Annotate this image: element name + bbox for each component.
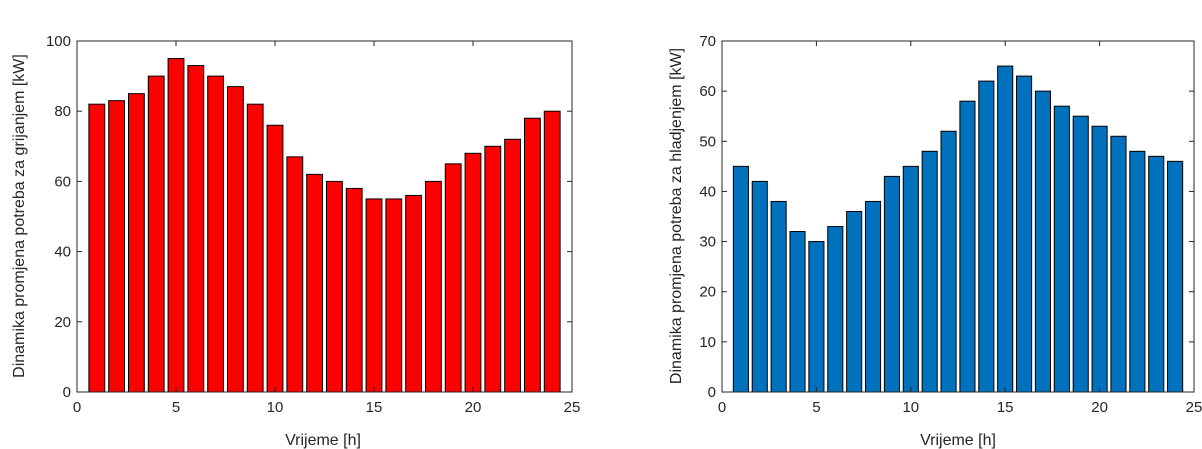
heating-bar-chart: 0 5 10 15 20 25 0 20 40 60 80 100 Vrijeme [h] Dinam… [11,33,580,449]
heating-x-tick-label: 20 [465,399,482,416]
heating-y-tick-label: 40 [54,244,71,261]
heating-y-tick-label: 100 [46,33,71,50]
cooling-bar-chart: 0 5 10 15 20 25 0 10 20 30 40 50 60 70 Vrijeme [h] Di… [668,33,1202,449]
heating-bar [306,173,324,393]
cooling-y-tick-label: 10 [699,334,716,351]
cooling-bar [1167,160,1184,393]
cooling-bar [921,150,938,393]
cooling-bar [1072,115,1089,393]
heating-bar [504,138,522,393]
cooling-bar [1016,75,1033,393]
heating-bar [127,93,145,393]
cooling-y-tick-label: 70 [699,33,716,50]
cooling-x-tick-label: 20 [1091,399,1108,416]
heating-bar [266,124,284,393]
cooling-bar [1091,125,1108,393]
heating-bar [424,180,442,393]
heating-bar [108,100,126,393]
heating-bar [345,187,363,393]
heating-y-tick-label: 20 [54,314,71,331]
cooling-bar [846,210,863,393]
heating-x-tick-label: 25 [564,399,581,416]
cooling-bar [864,200,882,393]
cooling-bar [1034,90,1052,393]
heating-bar [523,117,541,393]
heating-x-tick-label: 5 [172,399,180,416]
cooling-axes-box [721,40,1195,393]
cooling-bar [902,165,919,393]
cooling-y-tick-label: 0 [708,384,716,401]
cooling-y-tick-label: 60 [699,83,716,100]
heating-bar [286,156,304,393]
cooling-y-tick-label: 40 [699,183,716,200]
cooling-bar [959,100,976,393]
cooling-bar [808,241,825,393]
heating-bar [246,103,264,393]
heating-x-axis-label: Vrijeme [h] [285,432,361,449]
heating-x-tick-label: 10 [267,399,284,416]
cooling-bar [940,130,957,393]
cooling-bar [997,65,1014,393]
heating-bar [464,152,482,393]
cooling-bar [1110,135,1127,393]
heating-bar [226,86,244,393]
cooling-x-tick-label: 10 [902,399,919,416]
cooling-y-tick-label: 20 [699,284,716,301]
cooling-bar [1148,155,1165,393]
heating-bar [88,103,106,393]
heating-bar [167,58,185,393]
cooling-bar [883,175,900,393]
cooling-bar [770,200,787,393]
cooling-y-axis-label: Dinamika promjena potreba za hladjenjem … [668,48,685,384]
cooling-bar [1053,105,1070,393]
cooling-bar [732,165,749,393]
cooling-y-tick-label: 50 [699,133,716,150]
cooling-plot-area: 0 5 10 15 20 25 0 10 20 30 40 50 60 70 [699,33,1202,416]
heating-bar [365,198,383,393]
cooling-bar [751,180,768,393]
cooling-y-tick-label: 30 [699,234,716,251]
heating-bar [325,180,343,393]
cooling-x-tick-label: 25 [1186,399,1202,416]
cooling-bar [1129,150,1146,393]
heating-y-tick-label: 0 [63,384,71,401]
heating-bar [385,198,403,393]
heating-bar [147,75,165,393]
cooling-x-tick-label: 0 [718,399,726,416]
heating-bar [484,145,502,393]
cooling-bar [827,226,844,393]
cooling-x-tick-label: 5 [812,399,820,416]
heating-bar [543,110,561,393]
heating-bar [405,194,423,393]
heating-plot-area: 0 5 10 15 20 25 0 20 40 60 80 100 [46,33,580,416]
cooling-bar [789,231,806,393]
heating-y-tick-label: 60 [54,173,71,190]
heating-y-tick-label: 80 [54,103,71,120]
heating-y-axis-label: Dinamika promjena potreba za grijanjem [… [11,54,28,378]
cooling-bar [978,80,995,393]
heating-axes-box [76,40,573,393]
heating-bar [187,65,205,393]
heating-x-tick-label: 0 [73,399,81,416]
heating-x-tick-label: 15 [366,399,383,416]
cooling-x-axis-label: Vrijeme [h] [920,432,996,449]
cooling-x-tick-label: 15 [997,399,1014,416]
heating-bar [444,163,462,393]
heating-bar [207,75,225,393]
